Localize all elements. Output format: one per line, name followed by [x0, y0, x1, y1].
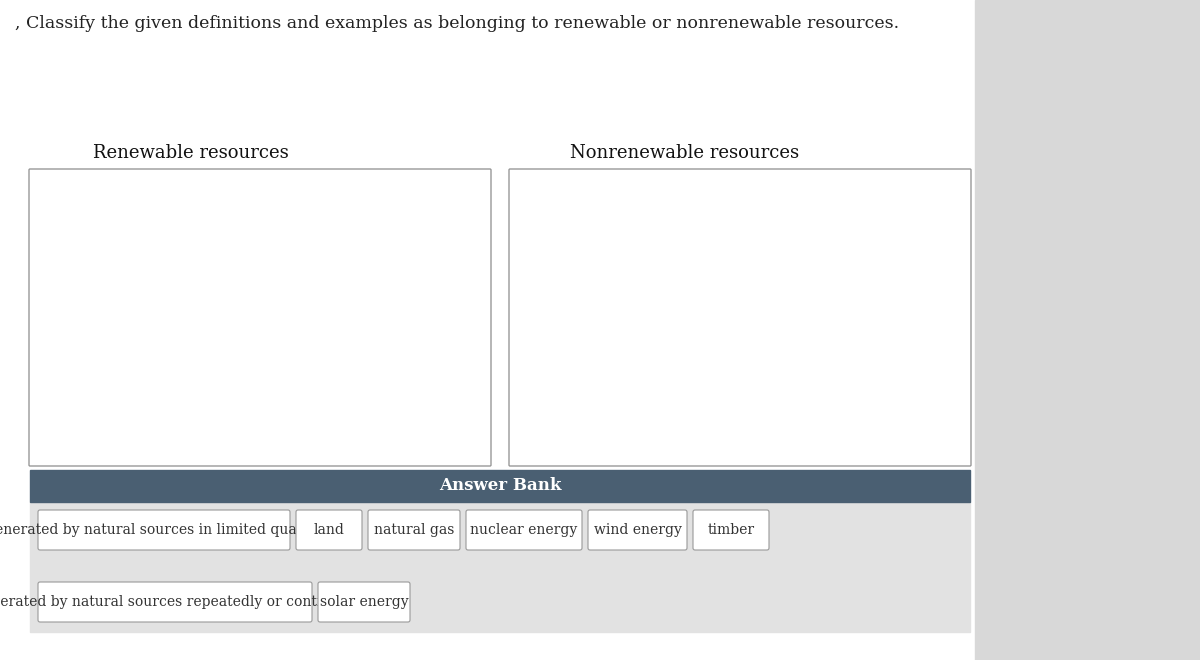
Text: natural gas: natural gas: [374, 523, 454, 537]
Text: timber: timber: [708, 523, 755, 537]
FancyBboxPatch shape: [694, 510, 769, 550]
Text: Answer Bank: Answer Bank: [439, 477, 562, 494]
FancyBboxPatch shape: [38, 510, 290, 550]
Text: Renewable resources: Renewable resources: [94, 144, 289, 162]
Bar: [974, 0, 1200, 660]
FancyBboxPatch shape: [296, 510, 362, 550]
FancyBboxPatch shape: [588, 510, 686, 550]
Bar: [0, 0, 974, 660]
FancyBboxPatch shape: [368, 510, 460, 550]
FancyBboxPatch shape: [509, 169, 971, 466]
Text: Nonrenewable resources: Nonrenewable resources: [570, 144, 799, 162]
FancyBboxPatch shape: [318, 582, 410, 622]
Bar: [30, 470, 970, 502]
Text: land: land: [313, 523, 344, 537]
FancyBboxPatch shape: [38, 582, 312, 622]
Bar: [30, 502, 970, 632]
Text: generated by natural sources in limited quantities: generated by natural sources in limited …: [0, 523, 342, 537]
Text: solar energy: solar energy: [319, 595, 408, 609]
FancyBboxPatch shape: [29, 169, 491, 466]
Text: nuclear energy: nuclear energy: [470, 523, 577, 537]
Text: , Classify the given definitions and examples as belonging to renewable or nonre: , Classify the given definitions and exa…: [14, 15, 899, 32]
Text: generated by natural sources repeatedly or continuously: generated by natural sources repeatedly …: [0, 595, 376, 609]
FancyBboxPatch shape: [466, 510, 582, 550]
Text: wind energy: wind energy: [594, 523, 682, 537]
